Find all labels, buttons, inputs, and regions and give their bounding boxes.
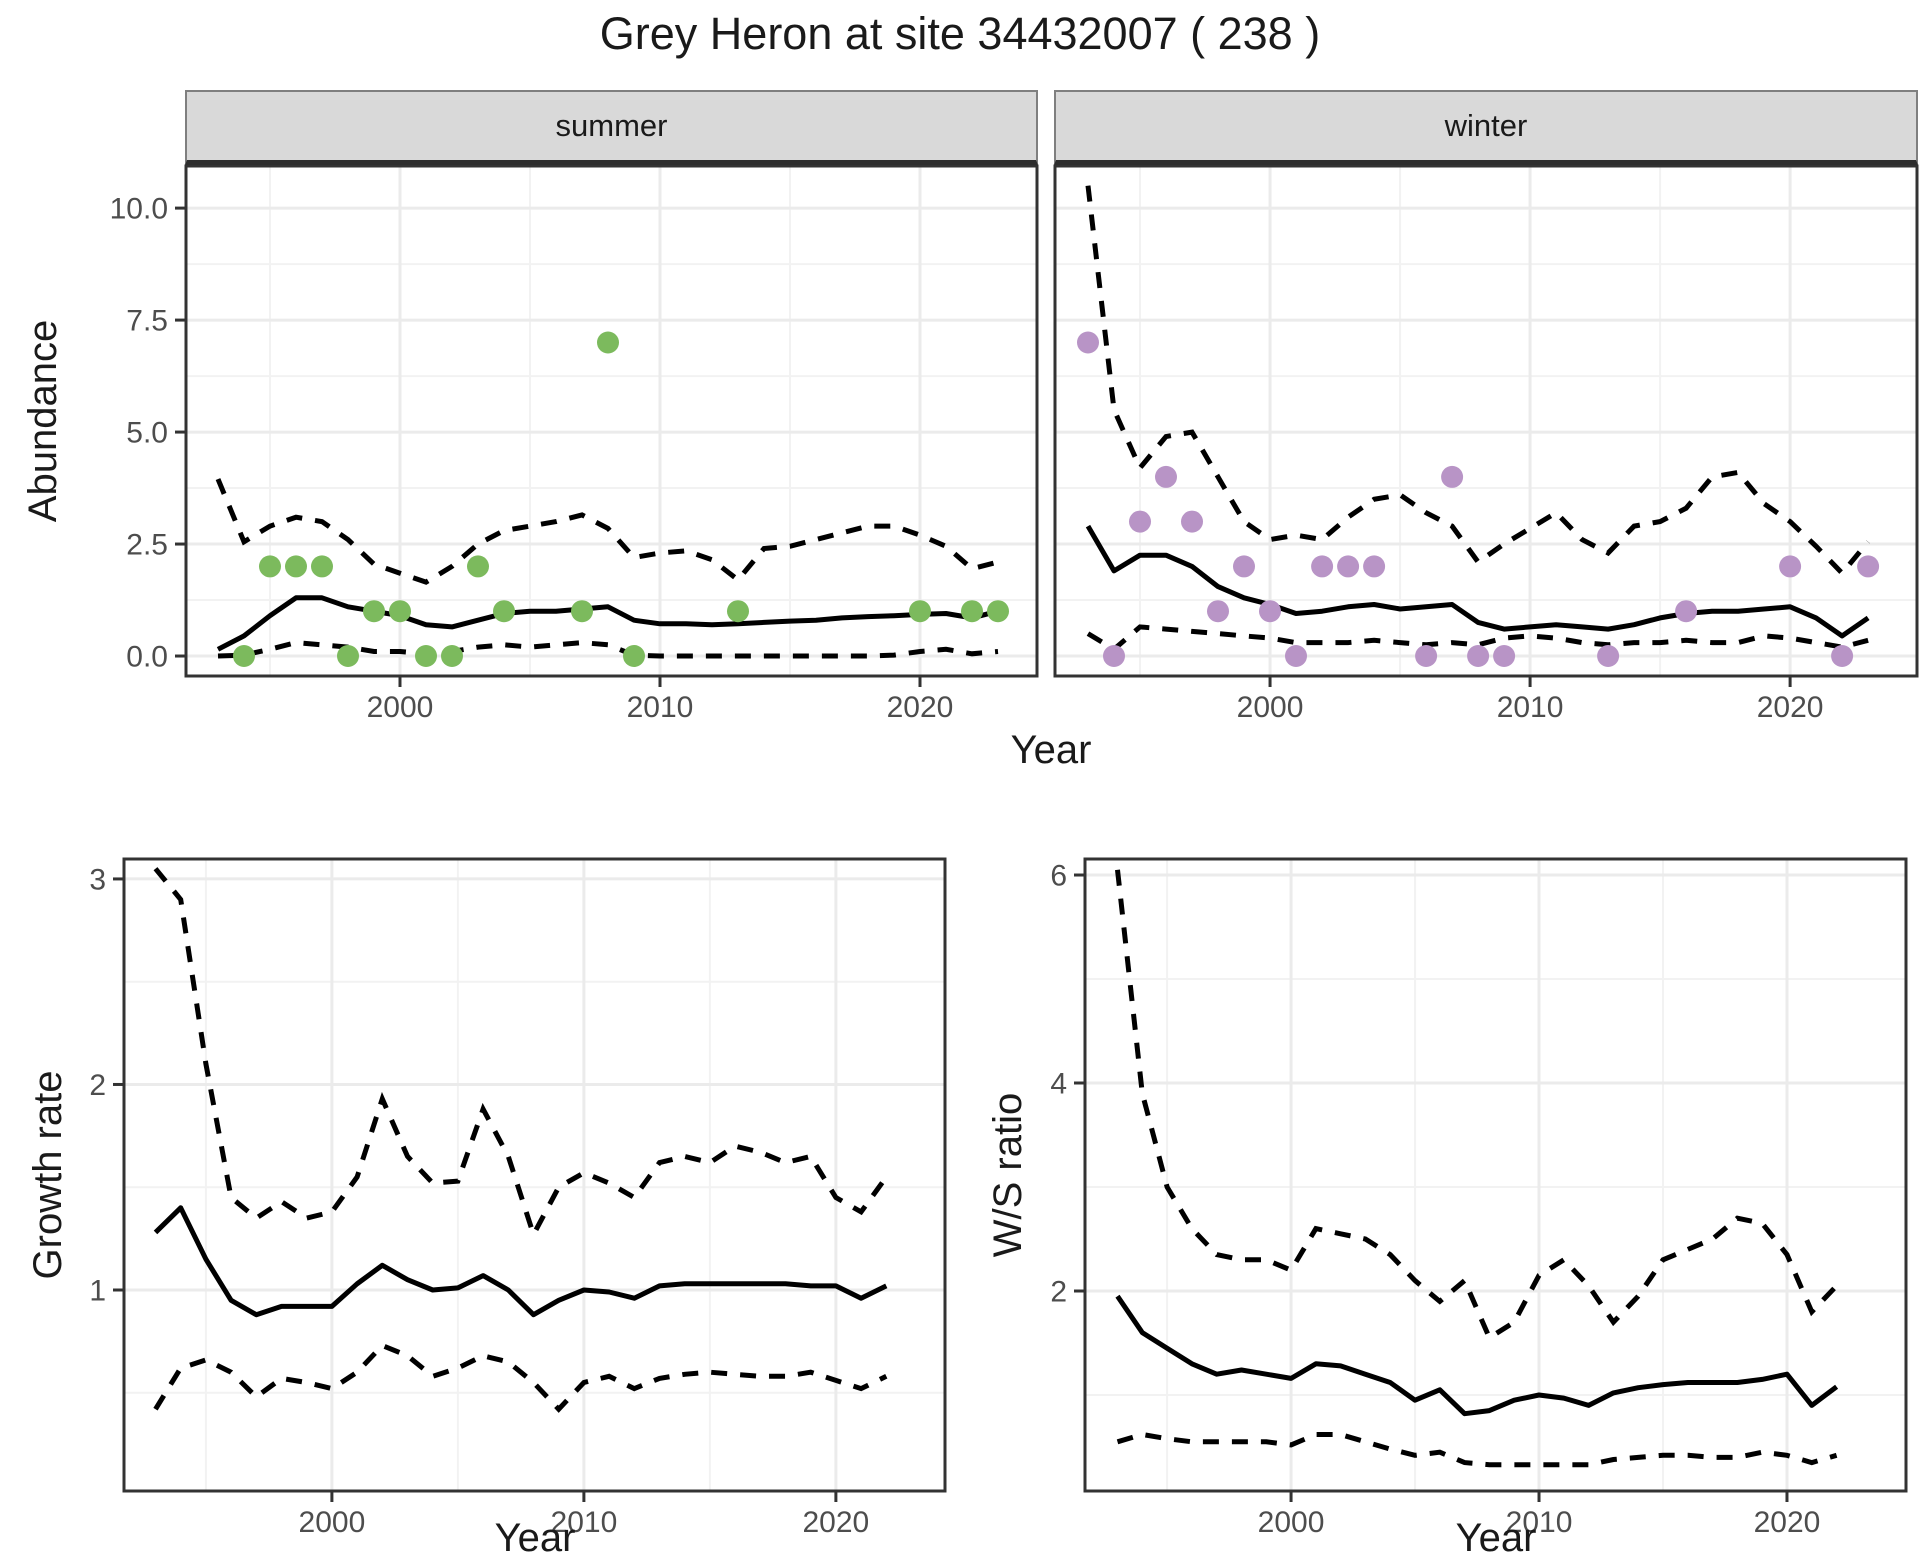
ws_ratio-lower_ci-line [1116, 1431, 1838, 1468]
page-title: Grey Heron at site 34432007 ( 238 ) [599, 8, 1321, 59]
summer-data-point [571, 600, 593, 623]
summer-median-line [216, 595, 999, 652]
summer-y-tick-label: 5.0 [126, 417, 168, 450]
winter-data-point [1103, 645, 1125, 667]
summer-x-tick-label: 2010 [627, 691, 694, 724]
summer-data-point [311, 555, 333, 578]
winter-median-line [1085, 524, 1870, 639]
ws_ratio-upper_ci-line [1115, 869, 1839, 1342]
summer-data-point [987, 600, 1009, 623]
growth-lower_ci-line [153, 1342, 888, 1413]
winter-data-point [1597, 645, 1620, 667]
winter-data-point [1181, 510, 1203, 533]
summer-y-tick-label: 0.0 [126, 641, 168, 674]
facet-strip-summer-label: summer [555, 108, 668, 143]
facet-strip-summer: summer [185, 90, 1038, 165]
winter-data-point [1259, 600, 1281, 623]
ws_ratio-y-tick-label: 4 [1050, 1068, 1067, 1101]
growth-x-tick-label: 2000 [299, 1506, 366, 1539]
ws_ratio-x-tick-label: 2020 [1754, 1506, 1821, 1539]
growth-panel-border [122, 857, 947, 1493]
winter-data-point [1857, 555, 1880, 578]
ws_ratio-x-tick-label: 2010 [1506, 1506, 1573, 1539]
summer-data-point [337, 645, 359, 667]
summer-y-tick-label: 7.5 [126, 305, 168, 338]
winter-data-point [1233, 555, 1255, 578]
summer-data-point [389, 600, 411, 623]
growth-plot-background [124, 859, 945, 1491]
winter-data-point [1831, 645, 1854, 667]
winter-data-point [1441, 465, 1464, 488]
summer-plot-background [186, 166, 1037, 676]
winter-data-point [1337, 555, 1360, 578]
summer-data-point [597, 331, 619, 354]
winter-data-point [1311, 555, 1334, 578]
ws_ratio-y-tick-label: 2 [1050, 1276, 1067, 1309]
summer-x-tick-label: 2000 [367, 691, 434, 724]
summer-panel-border [184, 164, 1039, 678]
summer-data-point [259, 555, 281, 578]
growth-x-tick-label: 2010 [551, 1506, 618, 1539]
facet-strip-winter: winter [1054, 90, 1918, 165]
x-axis-title-year-bottom-left: Year [494, 1516, 576, 1560]
ws_ratio-plot-background [1085, 859, 1906, 1491]
winter-x-tick-label: 2000 [1237, 691, 1304, 724]
summer-data-point [961, 600, 983, 623]
winter-panel-border [1053, 164, 1919, 678]
winter-data-point [1467, 645, 1490, 667]
growth-y-tick-label: 3 [89, 863, 106, 896]
summer-data-point [909, 600, 931, 623]
summer-data-point [727, 600, 749, 623]
winter-x-tick-label: 2020 [1757, 691, 1824, 724]
summer-data-point [623, 645, 645, 667]
winter-data-point [1129, 510, 1151, 533]
winter-data-point [1077, 331, 1099, 354]
winter-data-point [1779, 555, 1802, 578]
summer-data-point [363, 600, 385, 623]
winter-data-point [1363, 555, 1386, 578]
winter-data-point [1675, 600, 1698, 623]
growth-upper_ci-line [153, 867, 889, 1241]
growth-y-tick-label: 1 [89, 1274, 106, 1307]
summer-y-tick-label: 10.0 [110, 193, 168, 226]
ws_ratio-y-tick-label: 6 [1050, 860, 1067, 893]
summer-x-tick-label: 2020 [887, 691, 954, 724]
y-axis-title-abundance: Abundance [21, 319, 65, 523]
winter-upper_ci-line [1085, 185, 1871, 577]
y-axis-title-ws-ratio: W/S ratio [986, 1092, 1030, 1258]
ws_ratio-panel-border [1083, 857, 1908, 1493]
growth-median-line [153, 1205, 888, 1318]
x-axis-title-year-top: Year [1010, 728, 1092, 772]
summer-y-tick-label: 2.5 [126, 529, 168, 562]
winter-data-point [1155, 465, 1177, 488]
facet-strip-winter-label: winter [1444, 108, 1528, 143]
x-axis-title-year-bottom-right: Year [1455, 1516, 1537, 1560]
winter-data-point [1415, 645, 1438, 667]
ws_ratio-median-line [1115, 1294, 1839, 1417]
summer-data-point [285, 555, 307, 578]
growth-y-tick-label: 2 [89, 1069, 106, 1102]
winter-x-tick-label: 2010 [1497, 691, 1564, 724]
summer-data-point [441, 645, 463, 667]
y-axis-title-growth-rate: Growth rate [26, 1070, 70, 1280]
winter-data-point [1493, 645, 1516, 667]
summer-upper_ci-line [215, 478, 999, 585]
summer-data-point [233, 645, 255, 667]
summer-data-point [493, 600, 515, 623]
summer-data-point [467, 555, 489, 578]
ws_ratio-x-tick-label: 2000 [1258, 1506, 1325, 1539]
summer-data-point [415, 645, 437, 667]
winter-plot-background [1055, 166, 1917, 676]
growth-x-tick-label: 2020 [803, 1506, 870, 1539]
winter-data-point [1207, 600, 1229, 623]
winter-data-point [1285, 645, 1307, 667]
